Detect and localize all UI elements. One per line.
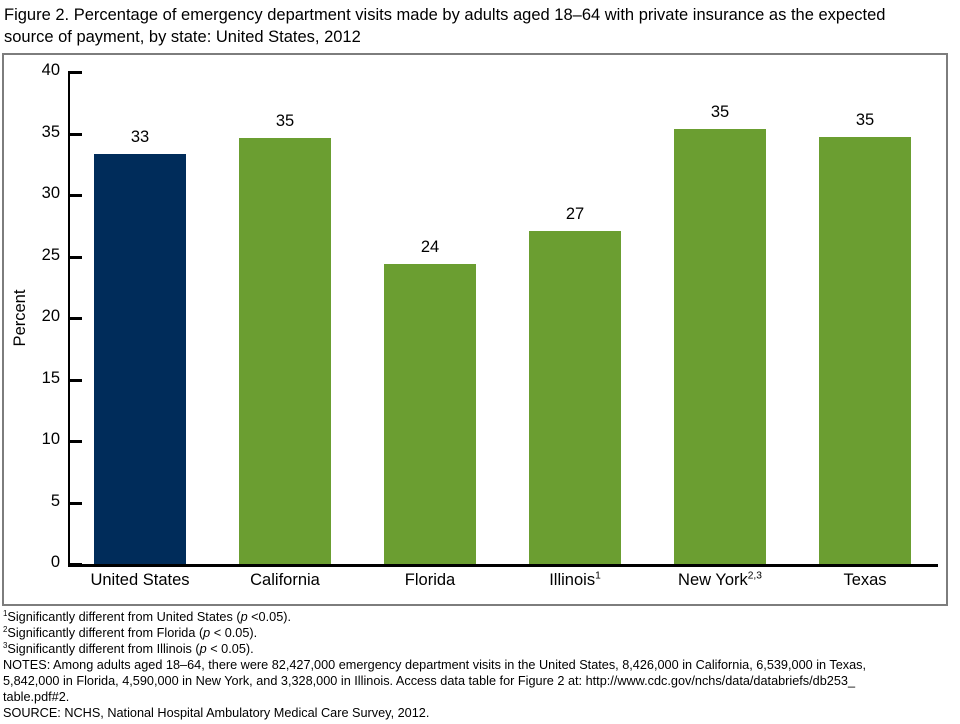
bar-illinois [529, 231, 621, 564]
p-value-symbol: p [199, 642, 207, 656]
p-value-symbol: p [203, 626, 211, 640]
bar-florida [384, 264, 476, 564]
bar-value-label: 33 [130, 128, 150, 146]
chart-frame: Percent 0 5 10 15 20 25 30 35 40 33 United States 3… [2, 53, 948, 606]
bar-value-label: 27 [565, 205, 585, 223]
y-axis-tick [68, 563, 82, 566]
p-value-symbol: p [240, 610, 248, 624]
y-axis-tick [68, 378, 82, 382]
significance-footnote: 2Significantly different from Florida (p… [3, 624, 258, 640]
y-axis-tick-label: 35 [41, 122, 60, 141]
source-text: SOURCE: NCHS, National Hospital Ambulato… [3, 706, 430, 720]
y-axis-tick [68, 440, 82, 443]
y-axis-tick-label: 25 [41, 245, 60, 264]
x-axis-category-label: Florida [404, 571, 456, 589]
bar-california [239, 138, 331, 564]
y-axis-tick [68, 255, 82, 259]
x-axis-category-label: Illinois1 [549, 570, 601, 589]
notes-text: NOTES: Among adults aged 18–64, there we… [3, 658, 867, 704]
bar-united-states [94, 154, 186, 564]
y-axis-tick-label: 15 [41, 368, 60, 387]
significance-footnote: 1Significantly different from United Sta… [3, 608, 292, 624]
y-axis-tick [68, 317, 82, 320]
y-axis-tick-label: 30 [41, 184, 60, 202]
bar-value-label: 35 [855, 111, 875, 129]
x-axis-category-label: California [250, 571, 320, 589]
y-axis-tick-label: 20 [41, 307, 60, 325]
x-axis-category-label: Texas [843, 571, 887, 589]
x-axis-baseline [68, 564, 938, 567]
bar-new-york [674, 129, 766, 564]
y-axis-tick-label: 10 [41, 430, 60, 448]
bar-value-label: 24 [420, 238, 440, 256]
bar-texas [819, 137, 911, 564]
footnote-marker: 1 [3, 608, 8, 618]
significance-footnotes: 1Significantly different from United Sta… [3, 609, 957, 657]
y-axis-tick [68, 132, 82, 136]
footnote-block: 1Significantly different from United Sta… [3, 609, 957, 721]
figure-title: Figure 2. Percentage of emergency depart… [4, 6, 886, 46]
significance-footnote: 3Significantly different from Illinois (… [3, 640, 254, 656]
category-footnote-marker: 2,3 [747, 570, 762, 582]
x-axis-category-label: New York2,3 [678, 570, 762, 589]
y-axis-tick-label: 0 [50, 553, 60, 571]
y-axis-tick-label: 40 [41, 61, 60, 79]
footnote-marker: 3 [3, 640, 8, 650]
bar-value-label: 35 [275, 112, 295, 130]
y-axis-tick [68, 194, 82, 197]
y-axis-tick [68, 501, 82, 505]
bar-value-label: 35 [710, 103, 730, 121]
category-footnote-marker: 1 [595, 570, 601, 582]
y-axis-tick-label: 5 [50, 491, 60, 510]
x-axis-category-label: United States [90, 571, 190, 589]
footnote-marker: 2 [3, 624, 8, 634]
y-axis-tick [68, 71, 82, 74]
